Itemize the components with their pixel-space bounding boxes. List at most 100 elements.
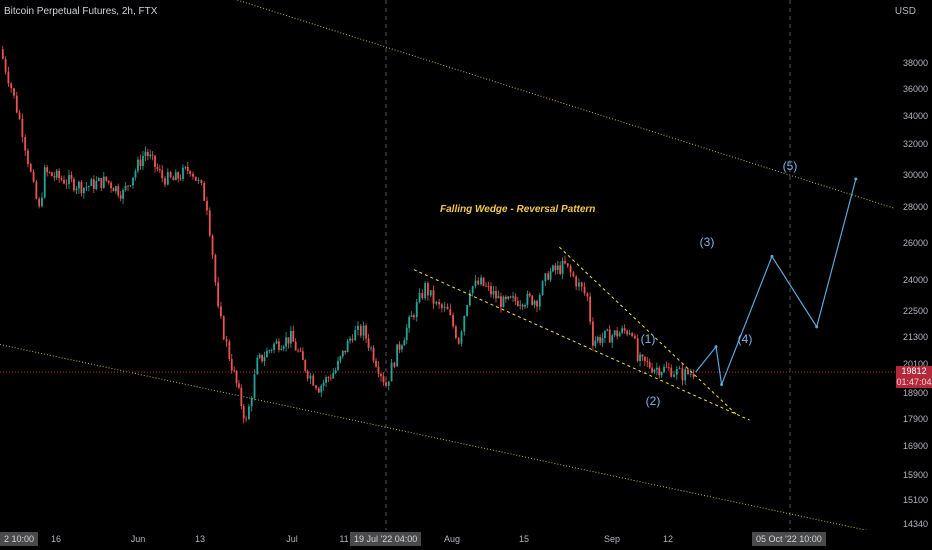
time-axis[interactable]: 2 10:00 16 Jun 13 Jul 11 Aug 15 Sep 12 19 Jul '2… xyxy=(0,530,932,550)
candle-body xyxy=(655,367,658,370)
candle-body xyxy=(500,296,502,308)
price-tick-label: 21300 xyxy=(902,331,928,342)
candle-body xyxy=(270,349,273,351)
candle-body xyxy=(208,210,211,236)
candle-body xyxy=(463,315,466,332)
price-tick-label: 22500 xyxy=(902,305,928,316)
candle-body xyxy=(309,375,312,379)
candle-body xyxy=(273,343,275,350)
candle-body xyxy=(492,291,495,295)
candle-body xyxy=(214,254,217,283)
candle-body xyxy=(519,304,522,306)
candle-body xyxy=(344,350,347,353)
candle-body xyxy=(613,330,616,336)
candle-body xyxy=(184,166,187,168)
price-tick-label: 20100 xyxy=(902,359,928,370)
candle-body xyxy=(429,290,432,296)
crosshair-time-tag: 19 Jul '22 04:00 xyxy=(350,532,422,546)
candle-body xyxy=(275,341,278,344)
candle-body xyxy=(471,286,474,294)
candle-body xyxy=(220,306,222,317)
candle-body xyxy=(396,344,399,367)
candle-body xyxy=(206,200,208,211)
candle-body xyxy=(438,301,441,305)
candle-body xyxy=(468,293,471,306)
candle-body xyxy=(387,381,390,386)
candle-body xyxy=(689,373,692,375)
candle-body xyxy=(258,354,261,358)
candle-body xyxy=(586,293,589,297)
candle-body xyxy=(105,176,108,181)
candle-body xyxy=(137,159,139,171)
candle-body xyxy=(380,373,382,377)
candle-body xyxy=(357,325,359,331)
channel-lower-line xyxy=(0,344,896,537)
time-tick-label: Sep xyxy=(603,534,621,544)
candle-body xyxy=(580,282,583,287)
candle-body xyxy=(73,179,75,191)
price-tick-label: 24000 xyxy=(902,275,928,286)
candle-body xyxy=(692,373,695,378)
chart-title: Bitcoin Perpetual Futures, 2h, FTX xyxy=(4,6,158,17)
price-tick-label: 18900 xyxy=(902,388,928,399)
candle-body xyxy=(21,118,24,138)
candle-body xyxy=(432,290,435,304)
candle-body xyxy=(497,296,500,299)
price-tick-label: 36000 xyxy=(902,83,928,94)
candle-body xyxy=(554,265,557,271)
candle-body xyxy=(156,167,159,170)
candle-body xyxy=(398,344,401,350)
candle-body xyxy=(200,180,203,183)
candle-body xyxy=(616,330,619,337)
price-tick-label: 15100 xyxy=(902,494,928,505)
time-tick-label: 15 xyxy=(518,534,530,544)
price-axis[interactable] xyxy=(896,0,932,530)
candle-body xyxy=(337,360,339,371)
candle-body xyxy=(452,314,454,327)
candle-body xyxy=(572,272,575,277)
candle-body xyxy=(149,154,152,157)
candle-body xyxy=(35,181,38,199)
candle-body xyxy=(277,341,280,350)
candle-body xyxy=(648,362,651,368)
candle-body xyxy=(544,273,547,282)
candle-body xyxy=(100,178,103,188)
price-tick-label: 28000 xyxy=(902,202,928,213)
candle-body xyxy=(474,280,477,287)
candle-body xyxy=(139,159,142,167)
candle-body xyxy=(487,285,490,287)
candle-body xyxy=(681,368,684,381)
wave-3-label: (3) xyxy=(699,235,715,249)
candle-body xyxy=(287,337,290,344)
candle-body xyxy=(289,330,292,344)
candle-body xyxy=(304,359,307,372)
candle-body xyxy=(435,301,438,304)
candle-body xyxy=(282,346,285,349)
candle-body xyxy=(294,341,297,351)
bar-countdown: 01:47:04 xyxy=(896,377,932,388)
candle-body xyxy=(370,347,372,349)
candle-body xyxy=(46,167,49,173)
candle-body xyxy=(117,186,120,196)
candle-body xyxy=(327,377,330,379)
candle-body xyxy=(443,306,446,308)
candle-body xyxy=(514,296,517,302)
candle-body xyxy=(667,367,670,369)
candle-body xyxy=(485,285,487,287)
candle-body xyxy=(256,357,259,375)
candle-body xyxy=(418,293,421,303)
time-tick-label: 11 xyxy=(339,534,349,544)
candle-body xyxy=(146,151,149,157)
candle-body xyxy=(58,170,61,179)
candle-body xyxy=(97,178,100,182)
candle-body xyxy=(549,271,552,280)
price-tick-label: 30000 xyxy=(902,169,928,180)
candle-body xyxy=(129,185,132,187)
price-tick-label: 17900 xyxy=(902,414,928,425)
candle-body xyxy=(599,337,602,343)
candle-body xyxy=(312,375,315,386)
candle-body xyxy=(132,177,134,186)
candle-body xyxy=(38,198,41,207)
candle-body xyxy=(95,181,98,190)
